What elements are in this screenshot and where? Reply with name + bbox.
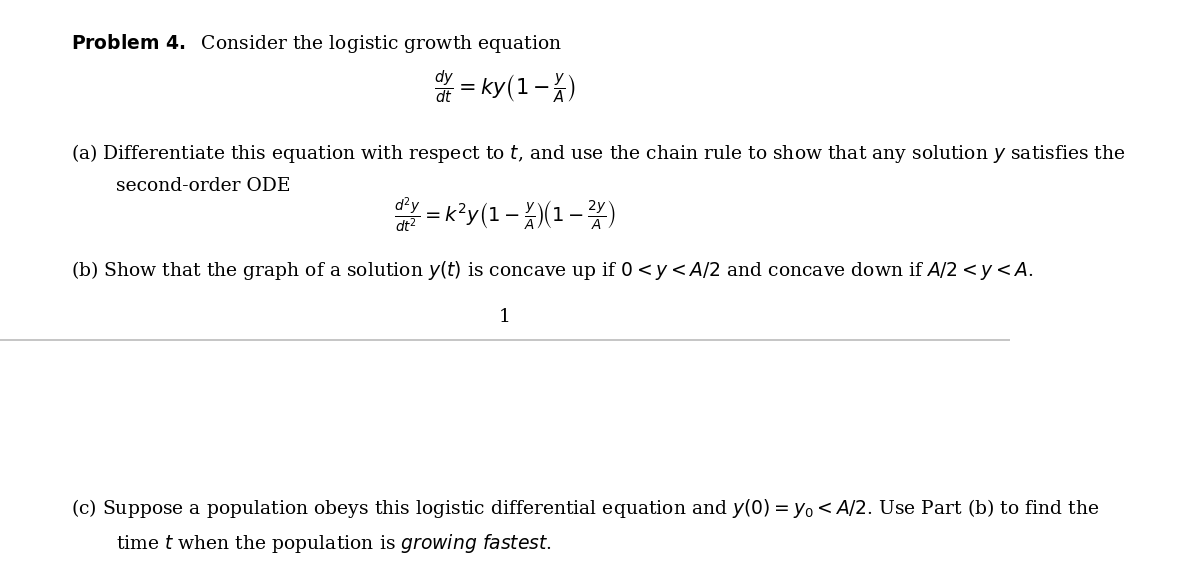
Text: 1: 1 [499,308,511,325]
Text: time $t$ when the population is $\it{growing\ fastest}$.: time $t$ when the population is $\it{gro… [116,532,552,555]
Text: $\bf{Problem\ 4.}$  Consider the logistic growth equation: $\bf{Problem\ 4.}$ Consider the logistic… [71,32,562,55]
Text: $\frac{dy}{dt} = ky\left(1 - \frac{y}{A}\right)$: $\frac{dy}{dt} = ky\left(1 - \frac{y}{A}… [434,69,576,106]
Text: (b) Show that the graph of a solution $y(t)$ is concave up if $0 < y < A/2$ and : (b) Show that the graph of a solution $y… [71,259,1033,282]
Text: (a) Differentiate this equation with respect to $t$, and use the chain rule to s: (a) Differentiate this equation with res… [71,142,1126,166]
Text: $\frac{d^2y}{dt^2} = k^2y\left(1 - \frac{y}{A}\right)\!\left(1 - \frac{2y}{A}\ri: $\frac{d^2y}{dt^2} = k^2y\left(1 - \frac… [394,195,617,235]
Text: second-order ODE: second-order ODE [116,177,290,195]
Text: (c) Suppose a population obeys this logistic differential equation and $y(0) = y: (c) Suppose a population obeys this logi… [71,497,1099,520]
